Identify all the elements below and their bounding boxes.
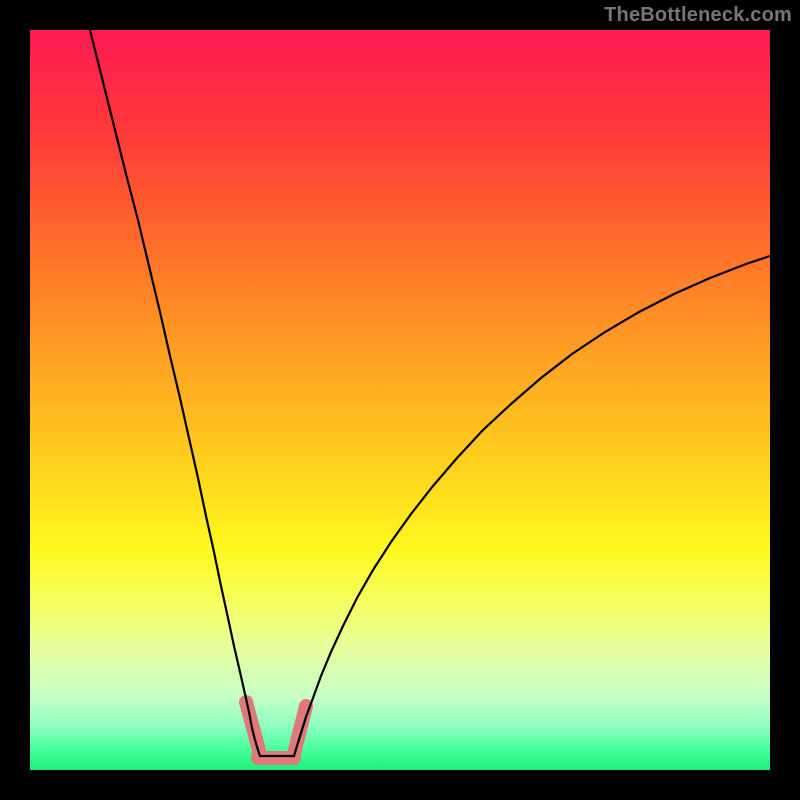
chart-frame: TheBottleneck.com [0,0,800,800]
bottleneck-curve [90,30,770,756]
watermark-text: TheBottleneck.com [604,4,792,27]
plot-area [30,30,770,770]
curve-layer [30,30,770,770]
